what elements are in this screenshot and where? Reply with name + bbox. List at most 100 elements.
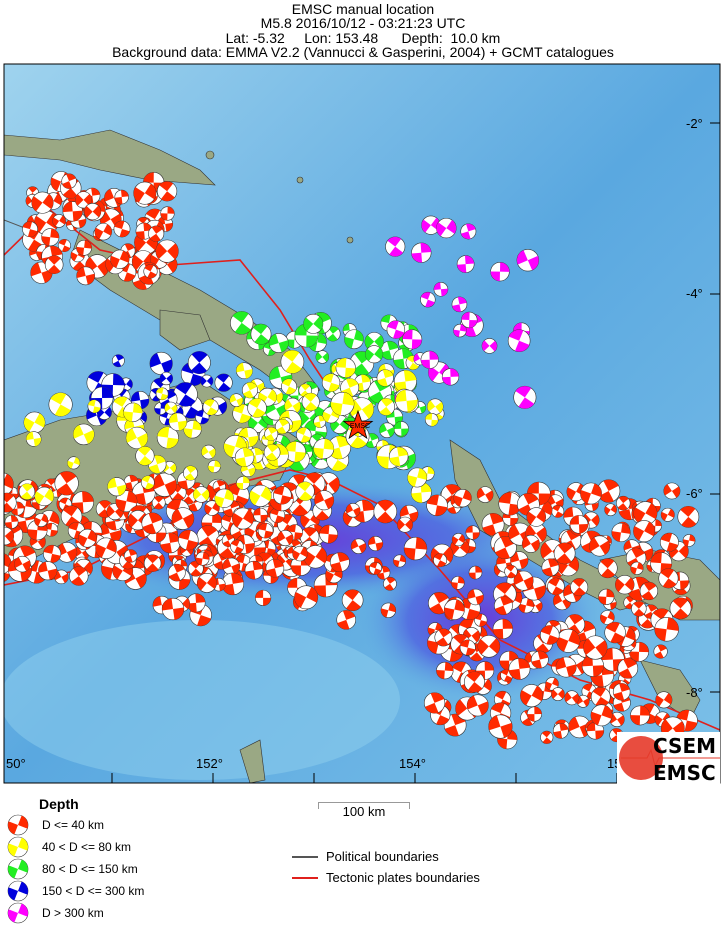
beachball-icon [236, 476, 250, 490]
beachball-icon [653, 644, 668, 659]
beachball-icon [235, 362, 253, 380]
legend-item: D <= 40 km [6, 814, 104, 836]
beachball-icon [490, 262, 510, 282]
beachball-icon [556, 628, 581, 653]
beachball-icon [113, 220, 131, 238]
beachball-icon [451, 296, 468, 313]
legend-item: 40 < D <= 80 km [6, 836, 131, 858]
lon-label: 50° [6, 756, 26, 771]
beachball-icon [541, 558, 560, 577]
beachball-icon [630, 561, 644, 575]
beachball-icon [303, 545, 328, 569]
beachball-icon [376, 369, 394, 387]
beachball-icon [364, 332, 384, 352]
beachball-icon [547, 577, 565, 596]
beachball-icon [95, 537, 117, 559]
beachball-icon [202, 398, 219, 416]
beachball-icon [204, 500, 220, 516]
lon-label: 152° [196, 756, 223, 771]
beachball-icon [379, 422, 395, 438]
beachball-icon [453, 323, 467, 338]
beachball-icon [682, 534, 696, 547]
beachball-icon [459, 639, 476, 656]
seismicity-map[interactable]: EMSC 50° 152° 154° 156 -2° -4° -6° -8° [0, 60, 726, 790]
beachball-icon [57, 239, 71, 253]
beachball-icon [611, 522, 631, 543]
beachball-icon [329, 552, 350, 573]
beachball-icon [232, 507, 254, 530]
beachball-icon [576, 694, 590, 708]
beachball-icon [273, 485, 292, 505]
beachball-icon [135, 446, 155, 466]
beachball-icon [196, 573, 217, 593]
beachball-icon [589, 535, 611, 557]
beachball-icon [426, 494, 448, 517]
beachball-icon [397, 516, 413, 533]
legend-title: Depth [39, 796, 79, 812]
beachball-icon [403, 536, 428, 561]
beachball-icon [173, 382, 198, 407]
epicenter-marker[interactable]: EMSC [342, 409, 374, 440]
beachball-icon [420, 291, 436, 308]
beachball-icon [250, 323, 272, 345]
epicenter-star-icon [342, 409, 374, 440]
beachball-icon [350, 538, 367, 554]
beachball-icon [530, 650, 549, 669]
scale-bar [318, 802, 410, 809]
beachball-icon [221, 572, 245, 596]
beachball-icon [569, 515, 589, 534]
beachball-icon [630, 705, 650, 726]
map-frame [3, 63, 721, 784]
beachball-icon [330, 391, 355, 416]
beachball-icon [140, 475, 155, 490]
beachball-icon [466, 694, 489, 717]
beachball-icon [87, 399, 102, 414]
legend-item: 80 < D <= 150 km [6, 858, 138, 880]
beachball-icon [201, 444, 216, 460]
beachball-icon [277, 530, 294, 547]
beachball-icon [516, 249, 540, 272]
beachball-icon [604, 503, 617, 517]
beachball-icon [453, 489, 472, 508]
beachball-icon [265, 558, 285, 578]
beachball-icon [149, 351, 173, 375]
beachball-icon [38, 561, 58, 581]
beachball-icon [488, 714, 513, 739]
beachball-icon [4, 515, 19, 529]
beachball-icon [545, 677, 559, 691]
lat-label: -2° [686, 116, 703, 131]
beachball-icon [477, 635, 501, 658]
axis-ticks [111, 122, 720, 783]
legend-label: Tectonic plates boundaries [326, 870, 480, 885]
beachball-icon [639, 581, 659, 601]
beachball-icon [617, 658, 639, 679]
beachball-icon [513, 385, 537, 409]
beachball-icon [553, 542, 576, 565]
beachball-icon [335, 357, 356, 378]
lat-label: -4° [686, 286, 703, 301]
legend-label: 150 < D <= 300 km [42, 884, 145, 898]
beachball-icon [123, 402, 143, 423]
beachball-icon [183, 465, 198, 481]
beachball-icon [377, 398, 396, 416]
focal-mechanisms [4, 171, 700, 750]
beachball-icon [274, 418, 291, 435]
beachball-icon [441, 368, 460, 386]
beachball-icon [369, 561, 382, 575]
background-data-note: Background data: EMMA V2.2 (Vannucci & G… [112, 44, 614, 60]
beachball-icon [72, 423, 95, 446]
beachball-icon [249, 484, 272, 507]
legend-label: Political boundaries [326, 849, 439, 864]
beachball-icon [84, 203, 102, 221]
beachball-icon [292, 545, 308, 562]
beachball-icon [7, 814, 29, 836]
beachball-icon [420, 350, 439, 369]
beachball-icon [301, 392, 320, 412]
beachball-icon [460, 223, 477, 240]
beachball-icon [570, 578, 589, 597]
beachball-icon [156, 181, 178, 202]
beachball-icon [476, 486, 494, 503]
beachball-icon [456, 255, 475, 273]
beachball-icon [633, 501, 658, 526]
beachball-icon [568, 715, 591, 739]
